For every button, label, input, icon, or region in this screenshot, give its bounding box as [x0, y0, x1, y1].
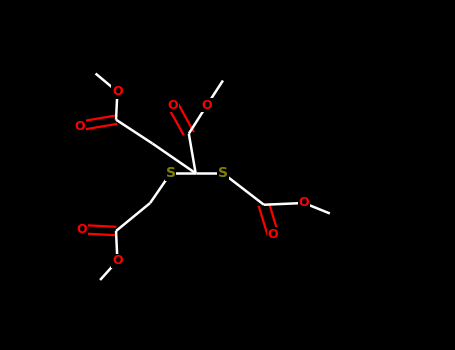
Text: O: O	[112, 85, 123, 98]
Text: O: O	[74, 119, 85, 133]
Text: O: O	[112, 254, 123, 267]
Text: S: S	[166, 166, 176, 180]
Text: O: O	[202, 98, 212, 112]
Text: O: O	[268, 228, 278, 241]
Text: O: O	[76, 223, 87, 236]
Text: S: S	[218, 166, 228, 180]
Text: O: O	[167, 98, 178, 112]
Text: O: O	[298, 196, 309, 210]
